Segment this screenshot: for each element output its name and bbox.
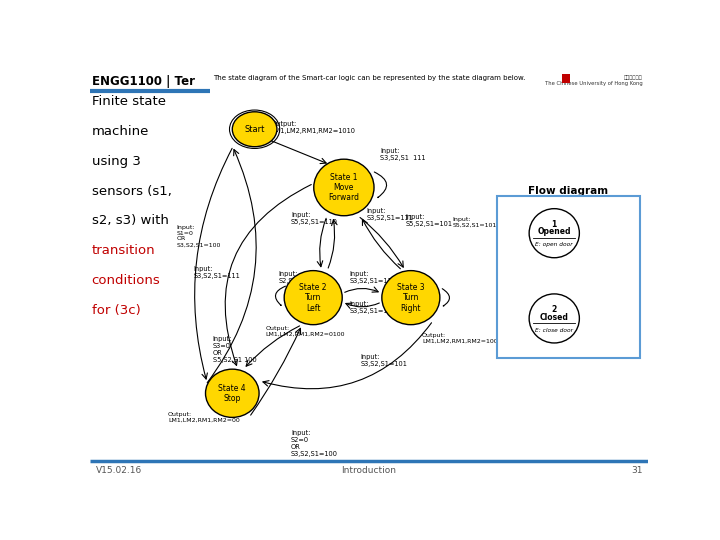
Text: Input:
S2=0
OR
S3,S2,S1=100: Input: S2=0 OR S3,S2,S1=100 (291, 430, 338, 457)
Ellipse shape (233, 112, 277, 147)
Text: Output:
LM1,LM2,RM1,RM2=1000: Output: LM1,LM2,RM1,RM2=1000 (422, 333, 502, 344)
Text: State 1
Move
Forward: State 1 Move Forward (328, 173, 359, 202)
FancyBboxPatch shape (498, 196, 639, 358)
Text: Input:
S3,S2,S1=111: Input: S3,S2,S1=111 (193, 266, 240, 280)
Text: State 2
Turn
Left: State 2 Turn Left (300, 283, 327, 313)
Text: Input:
S2,S2,S1=110: Input: S2,S2,S1=110 (279, 271, 325, 284)
Text: Output:
LM1,LM2,RM1,RM2=00: Output: LM1,LM2,RM1,RM2=00 (168, 412, 240, 423)
FancyArrowPatch shape (276, 286, 286, 306)
Text: 2: 2 (552, 305, 557, 314)
Text: transition: transition (91, 245, 156, 258)
Text: Input:
S3,S2,S1=110: Input: S3,S2,S1=110 (349, 271, 396, 284)
FancyArrowPatch shape (442, 289, 449, 306)
Text: The state diagram of the Smart-car logic can be represented by the state diagram: The state diagram of the Smart-car logic… (213, 75, 525, 81)
Text: Flow diagram: Flow diagram (528, 186, 608, 196)
Text: Input:
S3,S2,S1=111: Input: S3,S2,S1=111 (366, 208, 413, 221)
Text: E: open door: E: open door (536, 242, 573, 247)
Ellipse shape (205, 369, 259, 417)
Text: Closed: Closed (540, 313, 569, 322)
Text: transition: transition (505, 242, 533, 247)
Text: machine: machine (91, 125, 149, 138)
Text: 1: 1 (552, 220, 557, 228)
Text: Input:
S3=0
OR
S5,S2,S1 100: Input: S3=0 OR S5,S2,S1 100 (213, 336, 256, 363)
Text: for (3c): for (3c) (91, 305, 140, 318)
Text: Input:
S3,S2,S1=110: Input: S3,S2,S1=110 (349, 301, 396, 314)
Text: Output:
LM1,LM2,RM1,RM2=1010: Output: LM1,LM2,RM1,RM2=1010 (271, 121, 356, 134)
Ellipse shape (382, 271, 440, 325)
Text: s2, s3) with: s2, s3) with (91, 214, 168, 227)
Text: sensors (s1,: sensors (s1, (91, 185, 171, 198)
Text: E: close door: E: close door (535, 328, 573, 333)
Text: close_door: close_door (530, 264, 558, 269)
Text: V15.02.16: V15.02.16 (96, 466, 142, 475)
Text: Introduction: Introduction (341, 466, 397, 475)
Text: conditions: conditions (91, 274, 161, 287)
Ellipse shape (284, 271, 342, 325)
Text: State 4
Stop: State 4 Stop (218, 383, 246, 403)
Text: Input:
S5,S2,S1=101: Input: S5,S2,S1=101 (453, 217, 497, 227)
Text: Finite state: Finite state (91, 94, 166, 108)
Text: open_door: open_door (557, 264, 585, 269)
Text: state: state (505, 213, 519, 218)
FancyArrowPatch shape (374, 172, 387, 198)
Text: Input:
S3,S2,S1  111: Input: S3,S2,S1 111 (380, 148, 426, 161)
Text: Input:
S1=0
OR
S3,S2,S1=100: Input: S1=0 OR S3,S2,S1=100 (176, 225, 221, 247)
Text: Input:
S5,S2,S1=101: Input: S5,S2,S1=101 (405, 214, 452, 227)
Text: Output:
LM1,LM2,RM1,RM2=0100: Output: LM1,LM2,RM1,RM2=0100 (266, 326, 346, 337)
Text: State 3
Turn
Right: State 3 Turn Right (397, 283, 425, 313)
Ellipse shape (314, 159, 374, 216)
Text: using 3: using 3 (91, 154, 140, 167)
Text: Opened: Opened (538, 227, 571, 237)
Ellipse shape (529, 294, 580, 343)
Text: Start: Start (244, 125, 265, 134)
Text: transition condition: transition condition (505, 306, 558, 311)
FancyBboxPatch shape (562, 74, 570, 83)
Ellipse shape (529, 208, 580, 258)
Text: Input:
S3,S2,S1=101: Input: S3,S2,S1=101 (361, 354, 408, 367)
Text: entry action: entry action (505, 346, 540, 350)
Text: 31: 31 (631, 466, 642, 475)
Text: Input:
S5,S2,S1=110: Input: S5,S2,S1=110 (291, 212, 338, 225)
Text: ENGG1100 | Ter: ENGG1100 | Ter (92, 75, 195, 88)
Text: 香港中文大學
The Chinese University of Hong Kong: 香港中文大學 The Chinese University of Hong Ko… (544, 75, 642, 86)
Text: Basic form: Basic form (537, 198, 600, 208)
